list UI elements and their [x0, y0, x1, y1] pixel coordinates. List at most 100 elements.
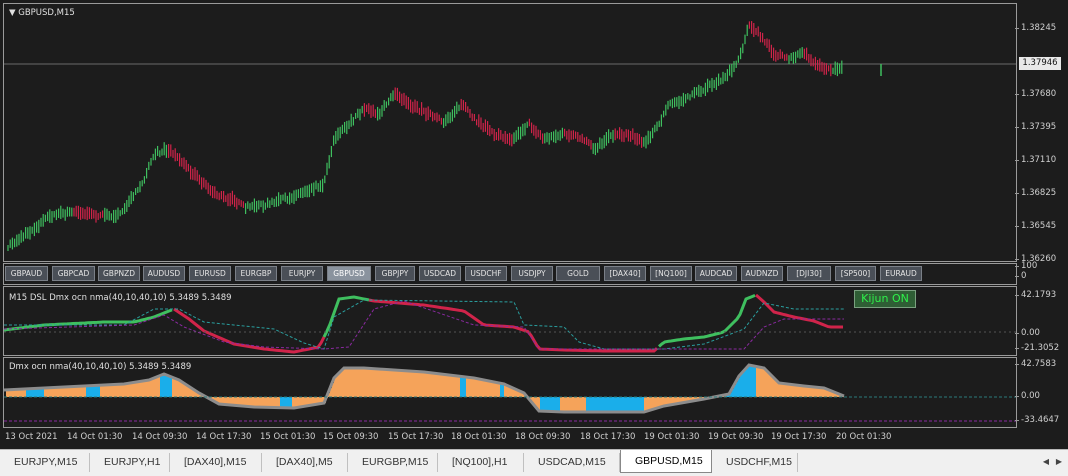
time-label: 20 Oct 01:30 [836, 432, 892, 442]
tab-eurjpy-h1[interactable]: EURJPY,H1 [90, 453, 170, 472]
histogram-bar [592, 397, 594, 412]
histogram-bar [94, 385, 96, 397]
histogram-bar [308, 397, 310, 406]
histogram-bar [540, 397, 542, 412]
symbol-button-gold[interactable]: GOLD [556, 266, 600, 281]
histogram-bar [440, 373, 442, 397]
symbol-button-gbpusd[interactable]: GBPUSD [327, 266, 371, 281]
histogram-bar [260, 397, 262, 408]
histogram-bar [550, 397, 552, 412]
histogram-bar [562, 397, 564, 412]
symbol-button-gbpaud[interactable]: GBPAUD [5, 266, 48, 281]
histogram-bar [48, 387, 50, 397]
symbol-button-usdchf[interactable]: USDCHF [465, 266, 507, 281]
symbol-button-eurusd[interactable]: EURUSD [189, 266, 231, 281]
histogram-bar [356, 368, 358, 397]
histogram-bar [350, 368, 352, 397]
histogram-bar [730, 392, 732, 397]
histogram-bar [56, 387, 58, 397]
histogram-bar [794, 384, 796, 397]
symbol-button-usdcad[interactable]: USDCAD [419, 266, 461, 281]
histogram-bar [578, 397, 580, 412]
histogram-bar [292, 397, 294, 408]
tab-eurjpy-m15[interactable]: EURJPY,M15 [0, 453, 90, 472]
tab-eurgbp-m15[interactable]: EURGBP,M15 [348, 453, 438, 472]
tab--dax40--m5[interactable]: [DAX40],M5 [262, 453, 348, 472]
tab--nq100--h1[interactable]: [NQ100],H1 [438, 453, 524, 472]
symbol-button-audusd[interactable]: AUDUSD [143, 266, 185, 281]
symbol-button-eurgbp[interactable]: EURGBP [235, 266, 277, 281]
symbol-button-gbpjpy[interactable]: GBPJPY [375, 266, 415, 281]
time-label: 14 Oct 17:30 [196, 432, 252, 442]
dsl-indicator-pane[interactable]: M15 DSL Dmx ocn nma(40,10,40,10) 5.3489 … [3, 286, 1017, 356]
symbol-button-euraud[interactable]: EURAUD [880, 266, 922, 281]
histogram-bar [680, 397, 682, 404]
histogram-bar [596, 397, 598, 412]
tab-usdchf-m15[interactable]: USDCHF,M15 [712, 453, 798, 472]
symbol-button-eurjpy[interactable]: EURJPY [281, 266, 323, 281]
tab--dax40--m15[interactable]: [DAX40],M15 [170, 453, 262, 472]
dmx-histogram-pane[interactable]: Dmx ocn nma(40,10,40,10) 5.3489 5.3489 [3, 357, 1017, 428]
price-scale[interactable]: 1.38245 1.37680 1.37395 1.37110 1.36825 … [1014, 3, 1065, 264]
histogram-bar [368, 368, 370, 397]
histogram-bar [300, 397, 302, 407]
symbol-button-nq100[interactable]: [NQ100] [650, 266, 692, 281]
scroll-right-icon[interactable]: ▶ [1055, 457, 1063, 466]
scroll-left-icon[interactable]: ◀ [1042, 457, 1050, 466]
histogram-bar [158, 376, 160, 397]
price-tick: 1.37680 [1014, 89, 1057, 99]
dropdown-triangle-icon[interactable]: ▼ [9, 8, 16, 18]
histogram-bar [130, 383, 132, 397]
symbol-button-audcad[interactable]: AUDCAD [695, 266, 737, 281]
price-chart-pane[interactable]: ▼ GBPUSD,M15 [3, 3, 1017, 262]
histogram-bar [60, 387, 62, 397]
symbol-button-audnzd[interactable]: AUDNZD [741, 266, 783, 281]
histogram-bar [432, 372, 434, 397]
histogram-bar [774, 378, 776, 397]
time-label: 19 Oct 17:30 [771, 432, 827, 442]
histogram-bar [570, 397, 572, 412]
histogram-bar [306, 397, 308, 406]
symbol-button-dji30[interactable]: [DJI30] [787, 266, 831, 281]
histogram-bar [486, 380, 488, 397]
tab-usdcad-m15[interactable]: USDCAD,M15 [524, 453, 620, 472]
histogram-bar [342, 370, 344, 397]
histogram-bar [102, 385, 104, 397]
indicator1-scale: 42.1793 0.00 -21.3052 [1014, 286, 1065, 356]
histogram-bar [106, 384, 108, 397]
histogram-bar [154, 378, 156, 397]
histogram-bar [378, 368, 380, 397]
histogram-bar [222, 397, 224, 405]
histogram-bar [428, 372, 430, 397]
histogram-bar [272, 397, 274, 408]
histogram-bar [666, 397, 668, 406]
tab-gbpusd-m15[interactable]: GBPUSD,M15 [620, 450, 712, 473]
time-label: 15 Oct 09:30 [323, 432, 379, 442]
symbol-button-dax40[interactable]: [DAX40] [604, 266, 646, 281]
histogram-bar [450, 375, 452, 397]
histogram-bar [398, 370, 400, 397]
histogram-bar [764, 368, 766, 397]
symbol-button-gbpcad[interactable]: GBPCAD [52, 266, 95, 281]
histogram-bar [26, 388, 28, 397]
histogram-bar [582, 397, 584, 412]
symbol-button-gbpnzd[interactable]: GBPNZD [98, 266, 140, 281]
histogram-bar [220, 397, 222, 405]
histogram-bar [194, 389, 196, 397]
histogram-bar [444, 374, 446, 397]
histogram-bar [254, 397, 256, 407]
symbol-button-sp500[interactable]: [SP500] [835, 266, 876, 281]
histogram-bar [172, 377, 174, 397]
histogram-bar [150, 379, 152, 397]
symbol-button-usdjpy[interactable]: USDJPY [511, 266, 553, 281]
kijun-toggle-button[interactable]: Kijun ON [854, 290, 916, 308]
histogram-bar [400, 370, 402, 397]
histogram-bar [684, 397, 686, 403]
histogram-bar [568, 397, 570, 412]
histogram-bar [678, 397, 680, 404]
histogram-bar [376, 368, 378, 397]
histogram-bar [414, 371, 416, 397]
histogram-bar [168, 375, 170, 397]
histogram-bar [766, 370, 768, 397]
histogram-bar [422, 371, 424, 397]
